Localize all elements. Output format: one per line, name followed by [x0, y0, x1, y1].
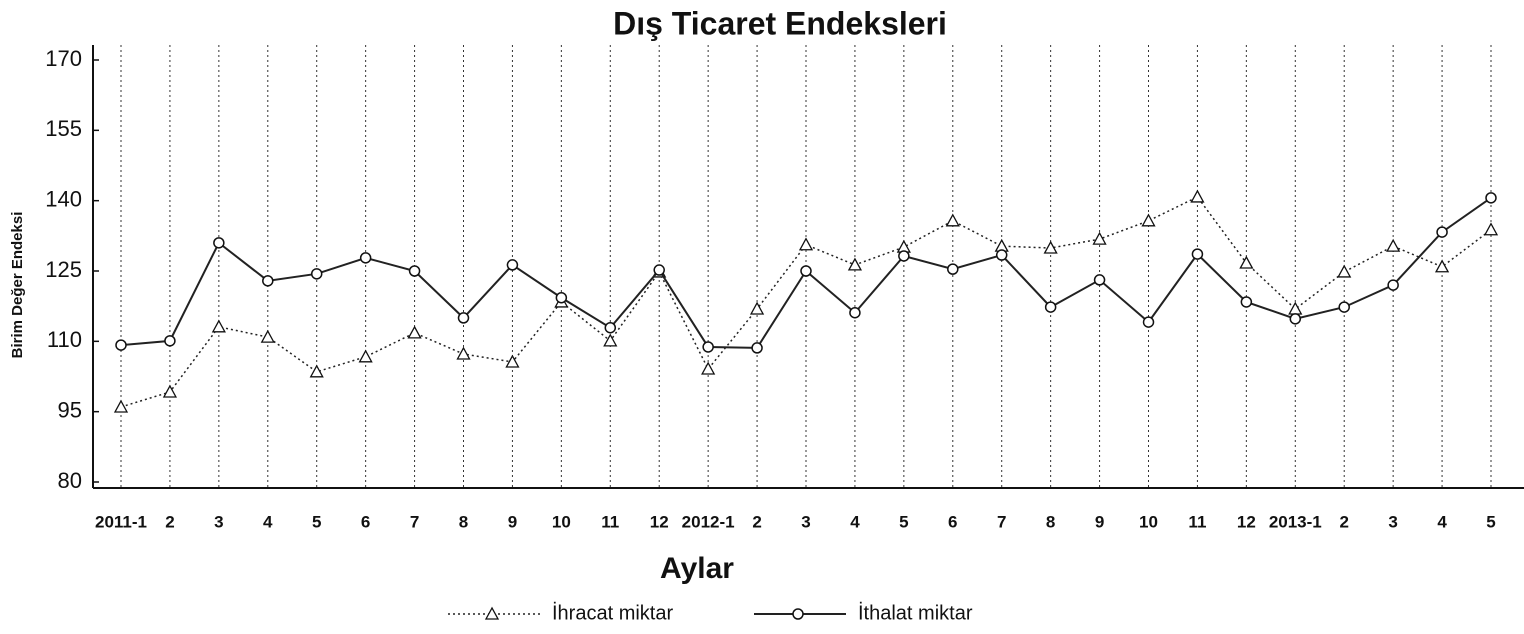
y-axis-label: Birim Değer Endeksi: [9, 212, 26, 359]
x-tick-label: 7: [410, 512, 419, 531]
point: [603, 333, 618, 347]
point: [115, 339, 127, 351]
point: [484, 606, 500, 620]
point: [701, 361, 716, 375]
point: [1093, 274, 1106, 286]
point: [945, 213, 960, 227]
x-tick-label: 7: [997, 512, 1006, 531]
x-tick-label: 2012-1: [682, 512, 735, 531]
point: [1044, 301, 1057, 313]
x-tick-label: 3: [801, 512, 810, 531]
point: [506, 259, 519, 271]
point: [164, 335, 176, 347]
point: [1239, 255, 1254, 269]
x-tick-label: 5: [1486, 512, 1495, 531]
point: [1190, 189, 1205, 203]
x-tick-label: 8: [1046, 512, 1055, 531]
point: [456, 346, 471, 360]
x-tick-label: 2011-1: [95, 512, 147, 531]
point: [1043, 240, 1058, 254]
point: [1338, 301, 1350, 313]
point: [1191, 248, 1204, 260]
x-tick-label: 5: [899, 512, 908, 531]
x-tick-label: 4: [850, 512, 860, 531]
point: [1337, 264, 1352, 278]
point: [1240, 296, 1253, 308]
point: [309, 364, 324, 378]
y-tick-label: 125: [45, 257, 82, 282]
x-tick-label: 6: [948, 512, 957, 531]
x-tick-label: 6: [361, 512, 370, 531]
point: [1142, 316, 1155, 328]
point: [113, 399, 129, 413]
x-axis-label: Aylar: [660, 552, 734, 585]
point: [898, 250, 910, 262]
point: [1485, 192, 1497, 204]
x-tick-label: 4: [263, 512, 273, 531]
point: [359, 252, 372, 264]
point: [792, 608, 804, 620]
point: [1436, 226, 1448, 238]
x-tick-label: 12: [1237, 512, 1256, 531]
y-tick-label: 170: [45, 46, 82, 71]
point: [947, 263, 959, 275]
point: [800, 265, 812, 277]
point: [604, 321, 617, 334]
point: [407, 325, 422, 339]
point: [1386, 238, 1401, 252]
point: [555, 291, 568, 304]
point: [310, 268, 323, 280]
x-tick-label: 2: [165, 512, 174, 531]
point: [457, 312, 470, 324]
x-tick-label: 3: [214, 512, 223, 531]
point: [798, 237, 814, 251]
x-tick-label: 11: [601, 512, 619, 531]
point: [1092, 231, 1107, 245]
point: [213, 237, 225, 249]
point: [653, 264, 665, 276]
point: [162, 384, 178, 398]
x-tick-label: 10: [1139, 512, 1158, 531]
x-tick-label: 10: [552, 512, 571, 531]
point: [849, 306, 861, 319]
point: [995, 249, 1008, 261]
y-tick-label: 140: [45, 186, 82, 211]
point: [262, 275, 274, 287]
y-tick-label: 110: [47, 327, 82, 352]
chart-title: Dış Ticaret Endeksleri: [613, 5, 947, 41]
point: [847, 257, 863, 271]
legend-label: İthalat miktar: [858, 601, 973, 624]
x-tick-label: 12: [650, 512, 669, 531]
point: [1289, 313, 1302, 325]
legend-label: İhracat miktar: [552, 601, 673, 624]
point: [1387, 279, 1399, 291]
x-tick-label: 3: [1388, 512, 1397, 531]
point: [211, 319, 226, 333]
x-tick-label: 4: [1437, 512, 1447, 531]
point: [408, 265, 421, 277]
point: [751, 342, 763, 354]
point: [702, 341, 714, 353]
x-tick-label: 11: [1188, 512, 1206, 531]
y-tick-label: 155: [45, 116, 82, 141]
x-tick-label: 5: [312, 512, 321, 531]
point: [260, 329, 275, 343]
point: [1434, 259, 1450, 273]
x-tick-label: 2013-1: [1269, 512, 1322, 531]
point: [1141, 213, 1156, 227]
point: [358, 349, 373, 363]
point: [749, 301, 765, 315]
series-line: [120, 195, 1492, 408]
x-tick-label: 9: [1095, 512, 1104, 531]
x-tick-label: 2: [752, 512, 761, 531]
x-tick-label: 9: [508, 512, 517, 531]
point: [1483, 222, 1499, 236]
y-tick-label: 95: [58, 397, 82, 422]
point: [505, 354, 520, 368]
x-tick-label: 8: [459, 512, 468, 531]
x-tick-label: 2: [1339, 512, 1348, 531]
y-tick-label: 80: [58, 468, 82, 493]
